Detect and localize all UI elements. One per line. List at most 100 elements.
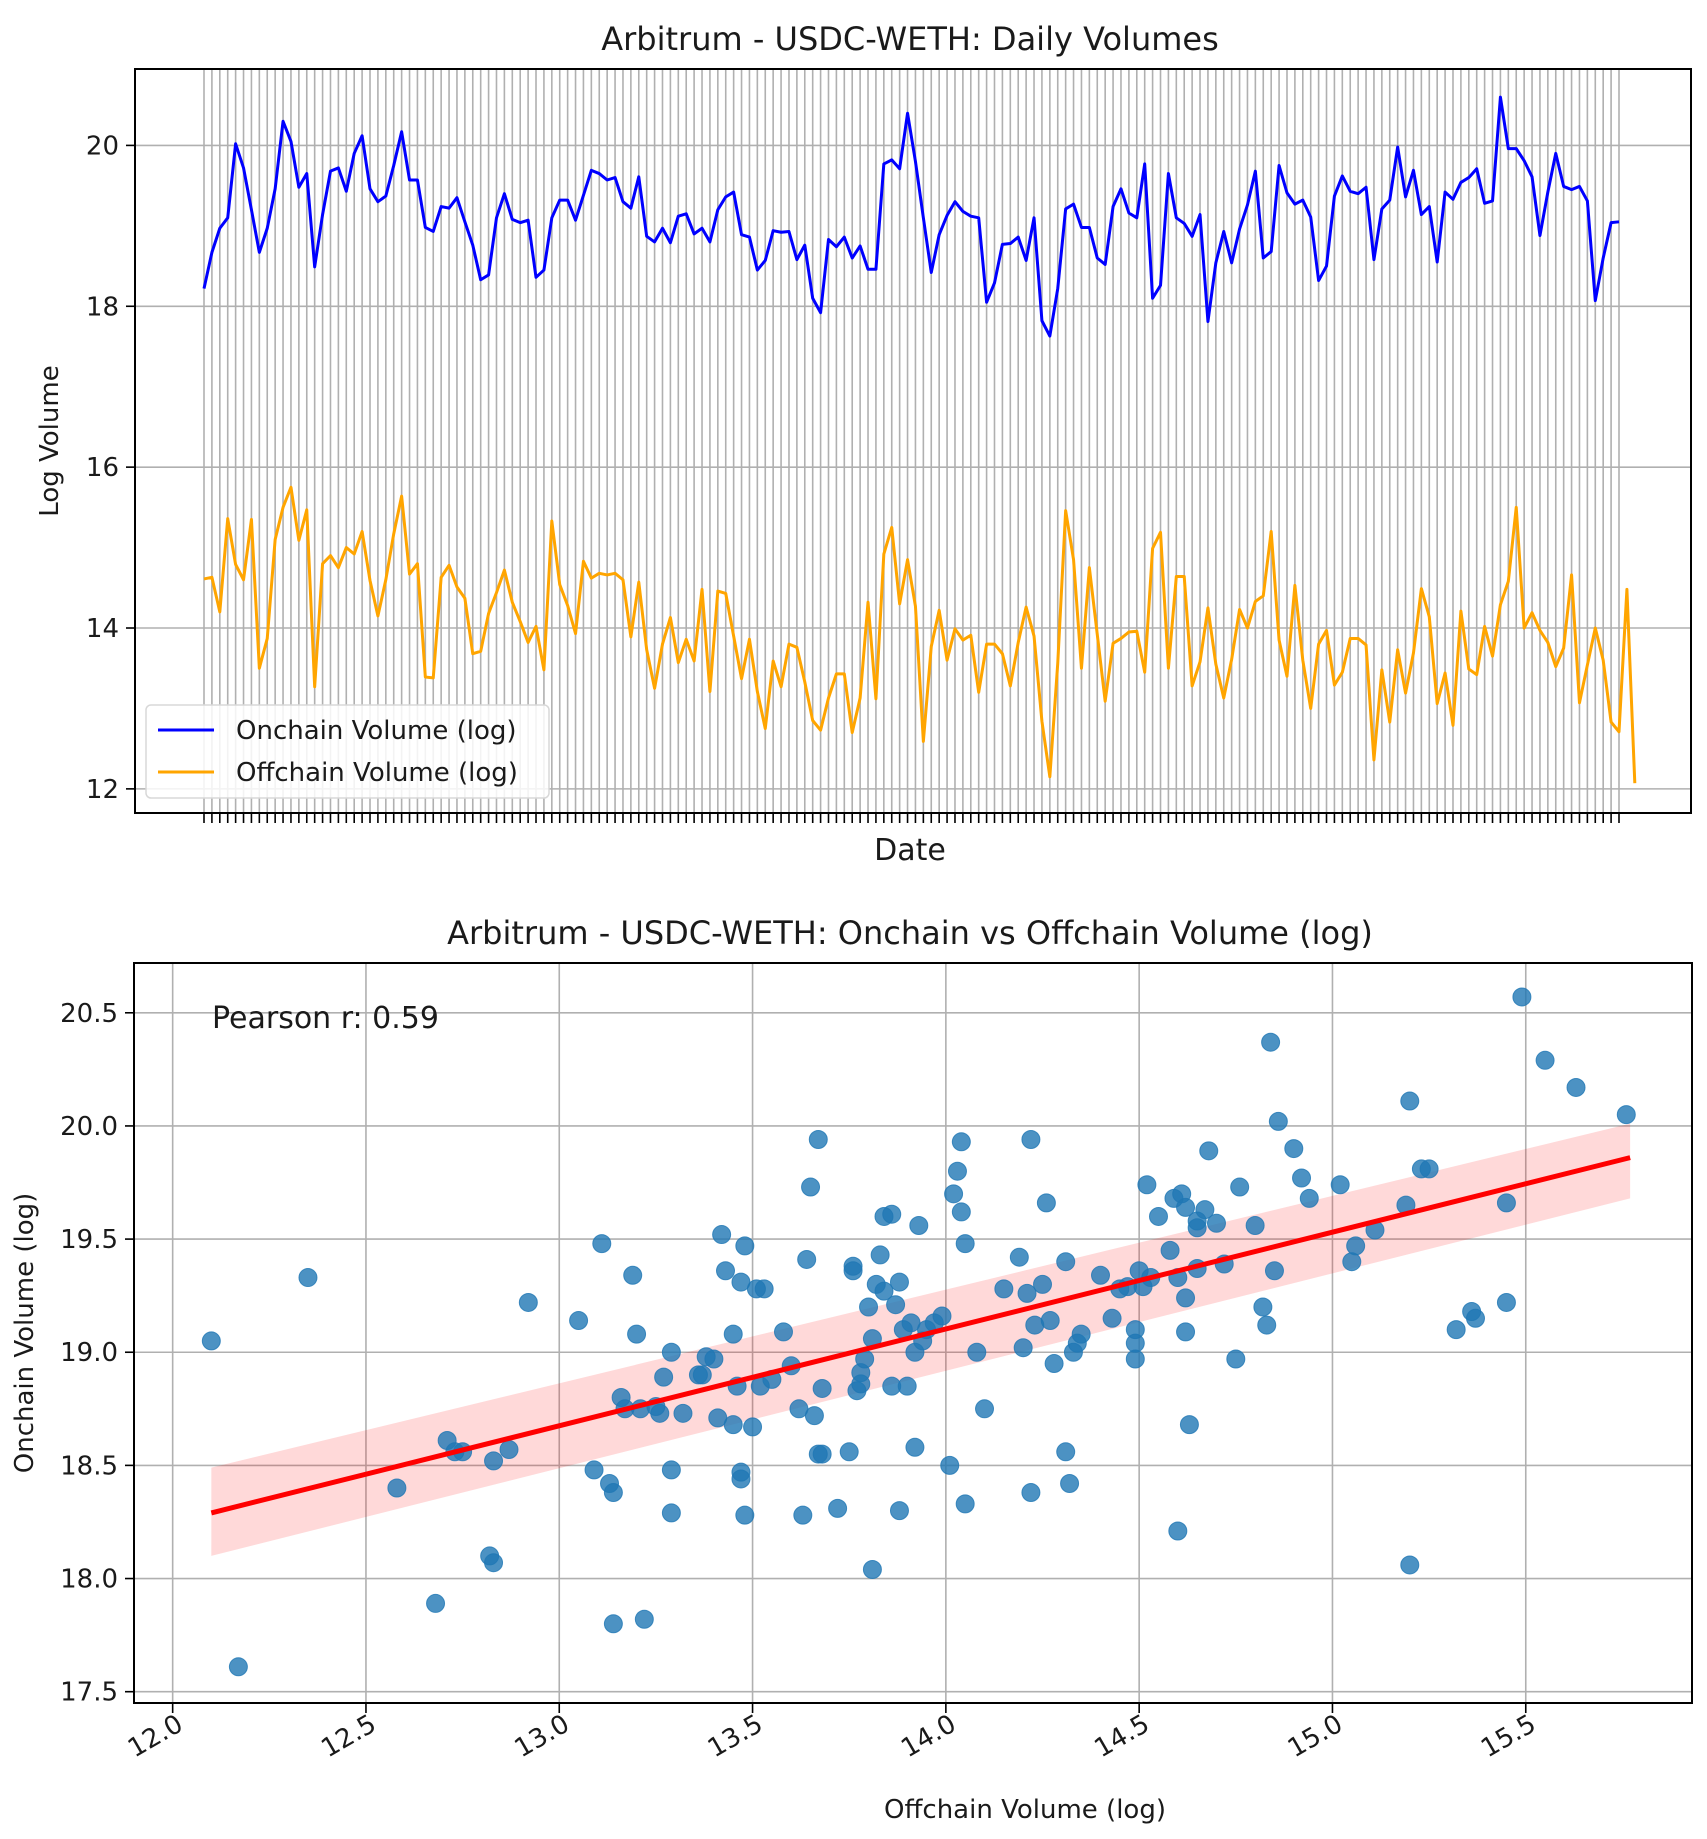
y-axis-label: Log Volume — [35, 365, 65, 516]
scatter-point — [874, 1281, 894, 1301]
scatter-point — [1199, 1141, 1219, 1161]
scatter-point — [716, 1261, 735, 1281]
y-axis-label: Onchain Volume (log) — [10, 1193, 40, 1474]
pearson-annotation: Pearson r: 0.59 — [212, 1001, 439, 1036]
scatter-point — [1176, 1197, 1196, 1217]
scatter-point — [882, 1204, 902, 1224]
regression-line — [210, 1155, 1631, 1516]
scatter-point — [623, 1265, 643, 1285]
scatter-point — [886, 1295, 906, 1315]
scatter-point — [592, 1234, 612, 1254]
y-tick-label: 12 — [86, 775, 119, 805]
y-tick-label: 14 — [86, 614, 119, 644]
scatter-point — [1466, 1308, 1485, 1328]
scatter-point — [812, 1378, 832, 1398]
scatter-point — [1284, 1139, 1304, 1159]
x-axis-label: Date — [874, 833, 946, 868]
y-tick-label: 16 — [86, 453, 119, 483]
scatter-point — [1160, 1240, 1180, 1260]
y-tick-label: 19.5 — [60, 1225, 118, 1255]
scatter-point — [1036, 1193, 1056, 1213]
scatter-chart-title: Arbitrum - USDC-WETH: Onchain vs Offchai… — [447, 914, 1373, 952]
scatter-point — [1245, 1216, 1265, 1236]
scatter-point — [661, 1460, 681, 1480]
scatter-point — [812, 1444, 832, 1464]
scatter-point — [228, 1657, 248, 1677]
x-gridlines — [203, 69, 1620, 813]
scatter-point — [1496, 1193, 1516, 1213]
scatter-point — [859, 1297, 879, 1317]
scatter-point — [944, 1184, 964, 1204]
scatter-point — [797, 1249, 817, 1269]
x-ticks — [203, 813, 1620, 823]
scatter-point — [1206, 1213, 1226, 1233]
legend-box — [145, 704, 550, 799]
legend: Onchain Volume (log) Offchain Volume (lo… — [145, 704, 550, 799]
scatter-point — [1342, 1252, 1362, 1272]
scatter-point — [1400, 1091, 1420, 1111]
scatter-point — [1566, 1077, 1586, 1097]
scatter-point — [940, 1455, 960, 1475]
scatter-point — [627, 1324, 647, 1344]
scatter-point — [1102, 1308, 1122, 1328]
scatter-point — [712, 1225, 732, 1245]
scatter-point — [1512, 987, 1532, 1007]
scatter-point — [889, 1272, 909, 1292]
scatter-point — [967, 1342, 987, 1362]
scatter-point — [1419, 1159, 1439, 1179]
line-chart-title: Arbitrum - USDC-WETH: Daily Volumes — [601, 20, 1219, 58]
scatter-point — [1148, 1206, 1168, 1226]
scatter-point — [603, 1614, 623, 1634]
scatter-point — [1230, 1177, 1250, 1197]
scatter-point — [735, 1236, 755, 1256]
scatter-point — [1446, 1320, 1466, 1340]
scatter-point — [897, 1376, 917, 1396]
scatter-point — [1187, 1218, 1207, 1238]
scatter-point — [298, 1268, 318, 1288]
legend-item-offchain: Offchain Volume (log) — [158, 758, 518, 788]
scatter-point — [870, 1245, 890, 1265]
scatter-point — [1044, 1354, 1064, 1374]
y-tick-label: 19.0 — [60, 1338, 118, 1368]
scatter-point — [1257, 1315, 1277, 1335]
scatter-point — [661, 1503, 681, 1523]
scatter-point — [1346, 1236, 1366, 1256]
y-tick-label: 20.5 — [60, 999, 118, 1029]
scatter-point — [704, 1349, 724, 1369]
scatter-point — [1060, 1473, 1080, 1493]
scatter-point — [1264, 1261, 1284, 1281]
scatter-point — [1013, 1338, 1033, 1358]
y-tick-label: 17.5 — [60, 1678, 118, 1708]
scatter-point — [994, 1279, 1014, 1299]
scatter-point — [1292, 1168, 1312, 1188]
scatter-point — [1496, 1292, 1516, 1312]
scatter-point — [808, 1130, 828, 1150]
scatter-point — [499, 1440, 519, 1460]
scatter-point — [569, 1311, 589, 1331]
y-tick-label: 18.0 — [60, 1565, 118, 1595]
scatter-point — [743, 1417, 763, 1437]
scatter-point — [518, 1292, 538, 1312]
scatter-point — [951, 1132, 971, 1152]
scatter-point — [1021, 1483, 1041, 1503]
scatter-point — [843, 1261, 863, 1281]
scatter-point — [692, 1365, 712, 1385]
scatter-point — [862, 1559, 882, 1579]
scatter-point — [1137, 1175, 1157, 1195]
scatter-point — [1168, 1521, 1188, 1541]
scatter-point — [1400, 1555, 1420, 1575]
scatter-point — [731, 1469, 751, 1489]
scatter-point — [1299, 1188, 1319, 1208]
scatter-point — [1535, 1050, 1555, 1070]
scatter-point — [723, 1324, 743, 1344]
scatter-point — [484, 1451, 504, 1471]
scatter-point — [1125, 1349, 1145, 1369]
scatter-point — [426, 1593, 446, 1613]
scatter-point — [650, 1403, 670, 1423]
line-chart-daily-volumes: Arbitrum - USDC-WETH: Daily Volumes 12 14… — [35, 20, 1692, 868]
scatter-point — [1033, 1274, 1053, 1294]
scatter-point — [889, 1501, 909, 1521]
legend-label-offchain: Offchain Volume (log) — [236, 758, 518, 788]
scatter-point — [905, 1437, 925, 1457]
scatter-point — [484, 1553, 504, 1573]
